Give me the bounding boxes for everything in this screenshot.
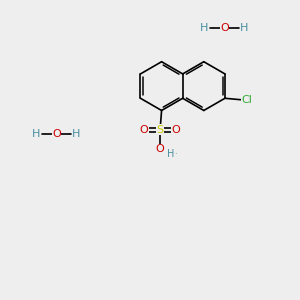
Text: H: H	[167, 149, 174, 160]
Text: Cl: Cl	[242, 95, 253, 105]
Text: O: O	[220, 23, 229, 33]
Text: H: H	[240, 23, 248, 33]
Text: ·: ·	[44, 131, 46, 137]
Text: H: H	[32, 129, 41, 139]
Text: ·: ·	[174, 150, 177, 159]
Text: ·: ·	[235, 25, 237, 31]
Text: ·: ·	[67, 131, 69, 137]
Text: ·: ·	[211, 25, 214, 31]
Text: O: O	[139, 125, 148, 135]
Text: O: O	[172, 125, 180, 135]
Text: H: H	[200, 23, 208, 33]
Text: O: O	[52, 129, 61, 139]
Text: S: S	[157, 125, 164, 135]
Text: H: H	[72, 129, 80, 139]
Text: O: O	[156, 144, 164, 154]
